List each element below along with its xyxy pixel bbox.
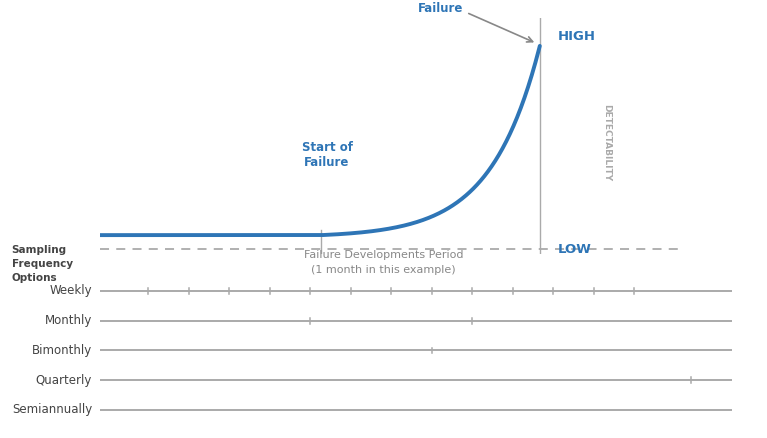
Text: DETECTABILITY: DETECTABILITY xyxy=(602,104,611,181)
Text: Bimonthly: Bimonthly xyxy=(31,344,92,357)
Text: (1 month in this example): (1 month in this example) xyxy=(311,265,456,275)
Text: Sampling
Frequency
Options: Sampling Frequency Options xyxy=(12,245,73,283)
Text: Quarterly: Quarterly xyxy=(35,374,92,387)
Text: End of
Failure: End of Failure xyxy=(418,0,532,42)
Text: Weekly: Weekly xyxy=(49,284,92,297)
Text: Monthly: Monthly xyxy=(44,314,92,327)
Text: Semiannually: Semiannually xyxy=(12,403,92,417)
Text: LOW: LOW xyxy=(558,243,591,256)
Text: Failure Developments Period: Failure Developments Period xyxy=(304,250,463,260)
Text: HIGH: HIGH xyxy=(558,30,595,43)
Text: Start of
Failure: Start of Failure xyxy=(301,141,353,169)
